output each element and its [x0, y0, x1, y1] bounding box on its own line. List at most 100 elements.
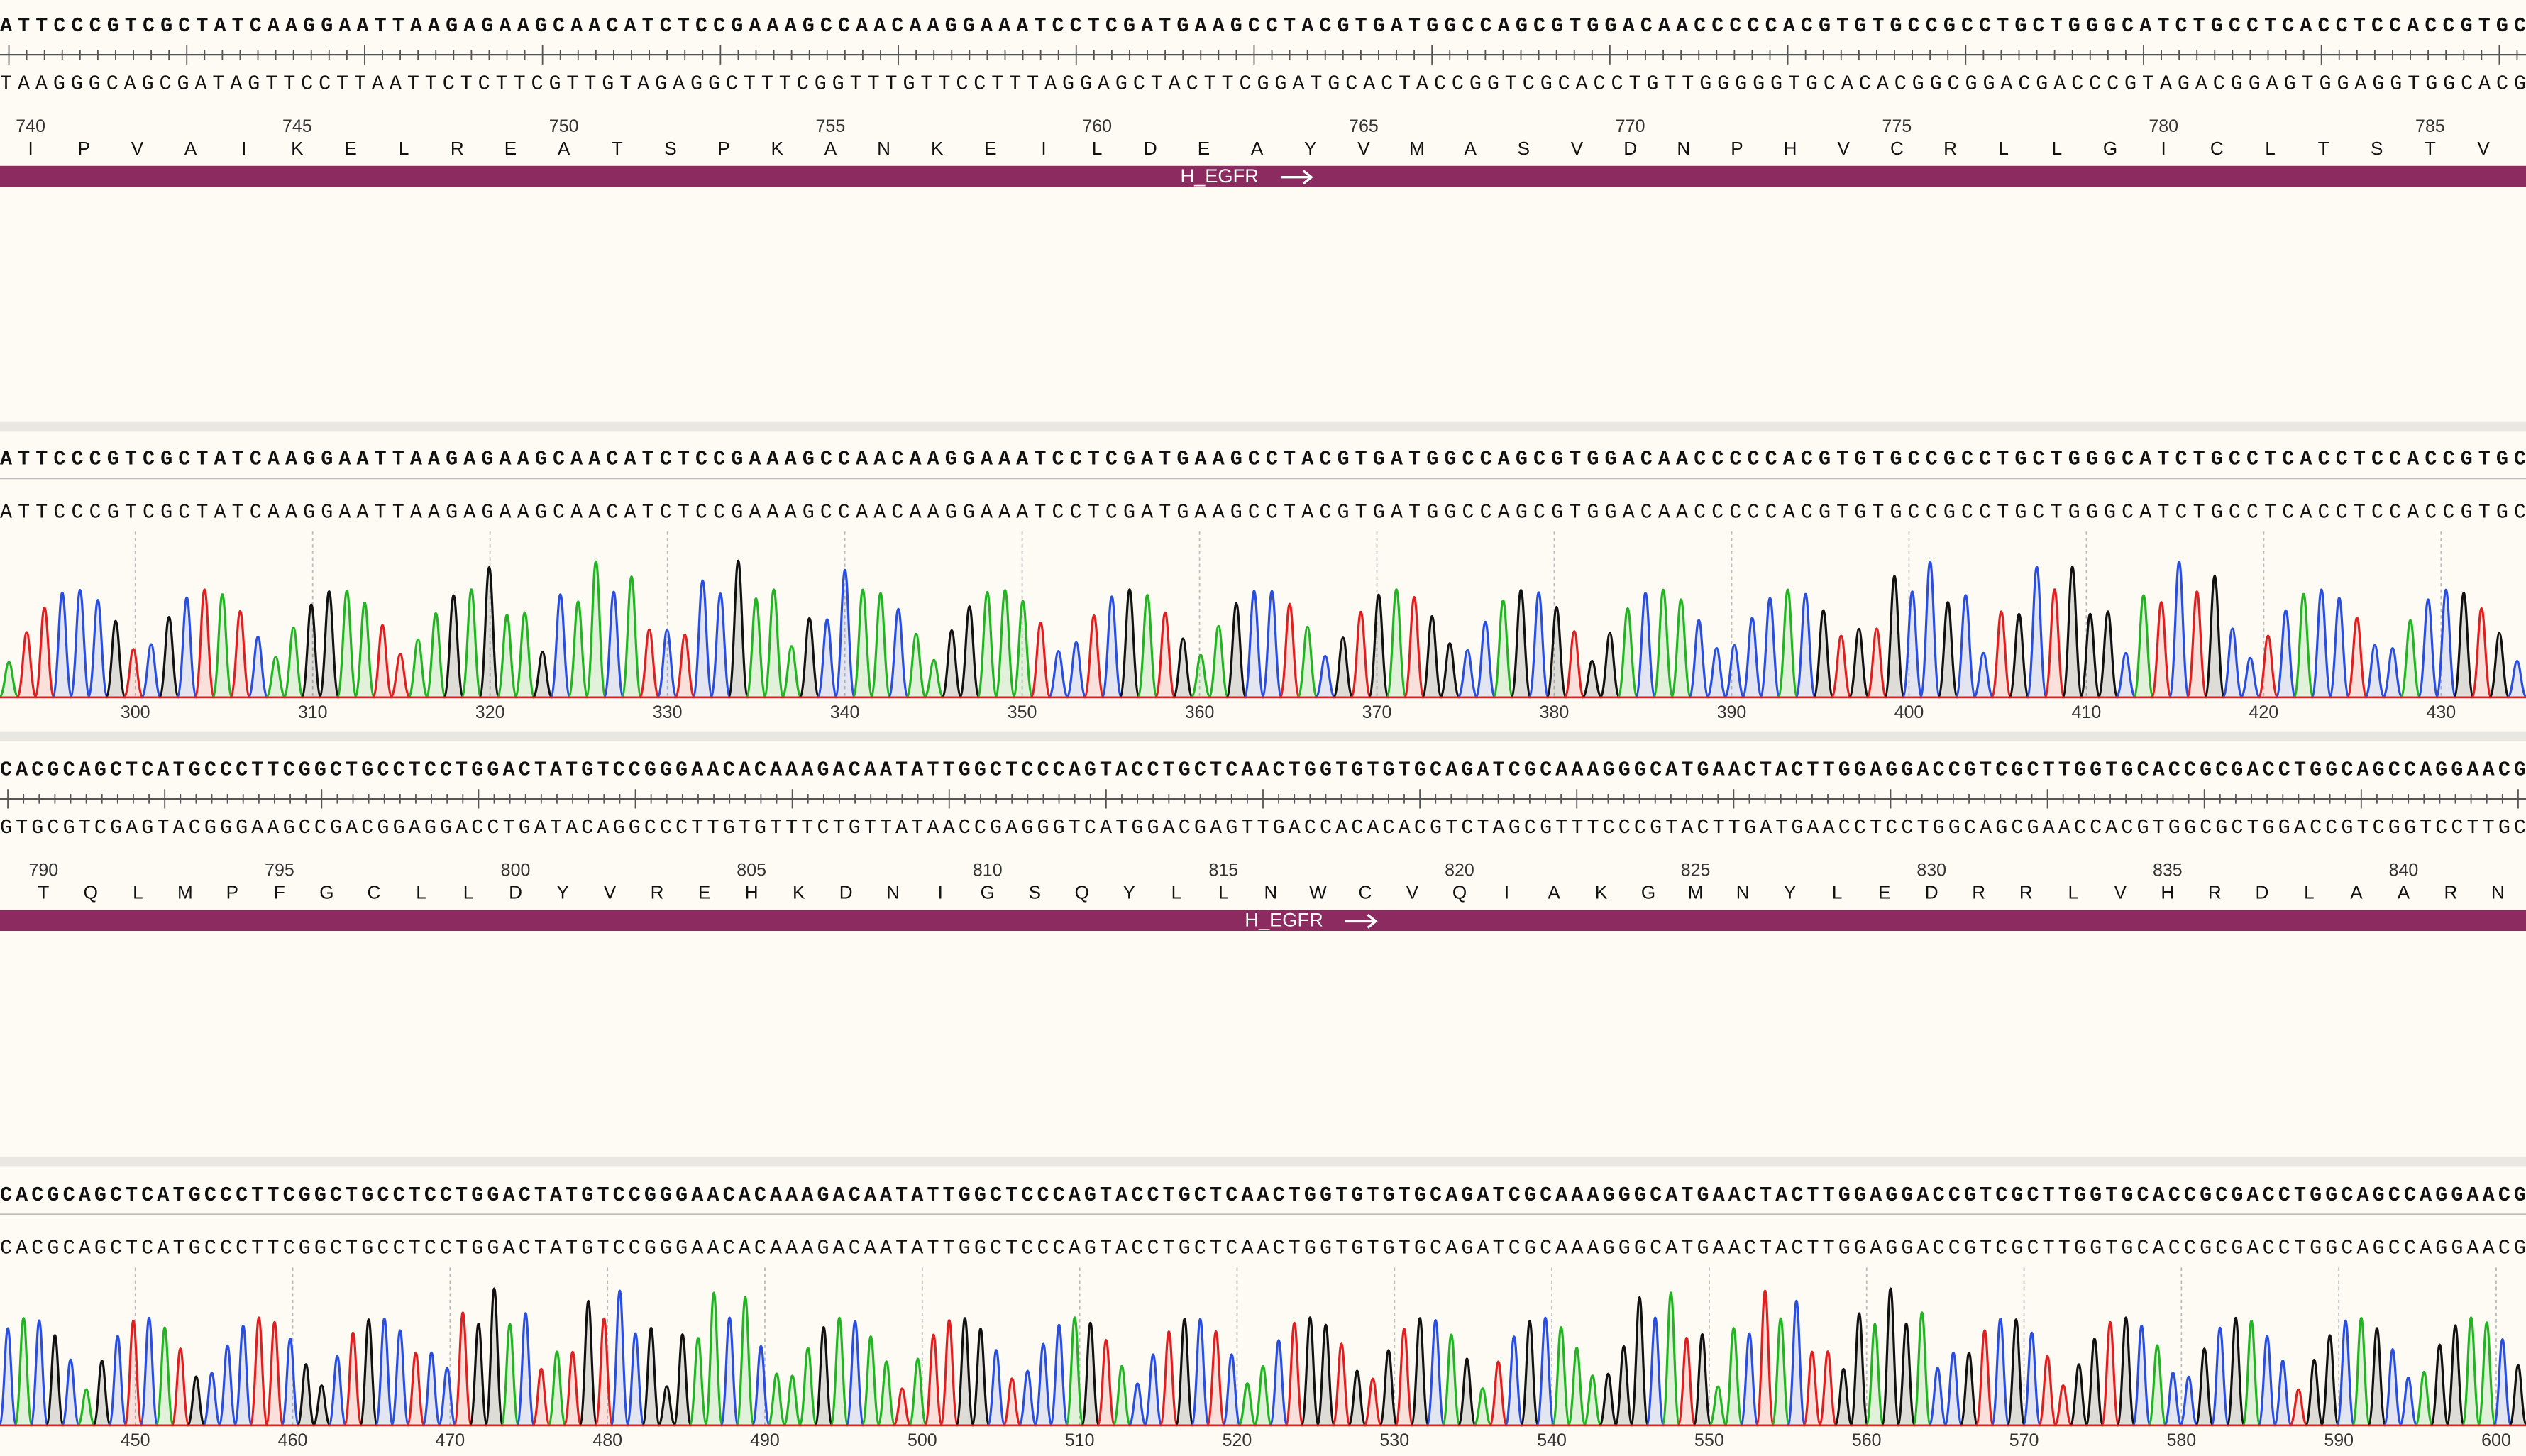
trace-position: 300	[121, 702, 150, 722]
trace-peak	[389, 653, 412, 699]
trace-peak	[358, 1318, 379, 1427]
trace-position: 570	[2009, 1430, 2039, 1450]
amino-acid: I	[938, 882, 943, 903]
trace-peak	[2150, 601, 2173, 699]
trace-peak	[1833, 1367, 1853, 1427]
amino-acid: S	[2371, 138, 2383, 159]
trace-peak	[123, 1320, 143, 1427]
trace-peak	[1928, 1367, 1948, 1427]
position-number: 810	[973, 861, 1003, 881]
trace-peak	[1127, 1382, 1147, 1427]
amino-acid: T	[2425, 138, 2436, 159]
trace-position: 370	[1362, 702, 1392, 722]
trace-peak	[1237, 1382, 1257, 1427]
trace-position: 590	[2324, 1430, 2354, 1450]
trace-peak	[1567, 1346, 1587, 1427]
trace-peak	[798, 1346, 818, 1427]
trace-peak	[2320, 1334, 2340, 1427]
trace-peak	[1616, 607, 1639, 699]
trace-peak	[1096, 1339, 1116, 1427]
amino-acid: L	[1832, 882, 1843, 903]
trace-peak	[170, 1347, 191, 1427]
trace-peak	[2452, 592, 2475, 699]
amino-acid: D	[1144, 138, 1157, 159]
trace-peak	[1645, 1316, 1665, 1427]
trace-peak	[1759, 597, 1781, 699]
trace-peak	[1083, 614, 1105, 699]
trace-peak	[1582, 1374, 1603, 1427]
amino-acid: F	[274, 882, 285, 903]
trace-peak	[1770, 1317, 1791, 1427]
trace-peak	[158, 615, 180, 699]
amino-acid: H	[1784, 138, 1797, 159]
trace-peak	[2367, 1327, 2387, 1427]
amino-acid: I	[241, 138, 246, 159]
trace-peak	[2328, 597, 2351, 699]
trace-peak	[249, 1316, 269, 1427]
trace-peak	[1535, 1316, 1555, 1427]
trace-position: 530	[1379, 1430, 1409, 1450]
trace-peak	[845, 1320, 865, 1427]
trace-peak	[1959, 1351, 1979, 1427]
trace-peak	[2178, 1375, 2199, 1427]
trace-peak	[1474, 620, 1496, 699]
amino-acid: N	[877, 138, 890, 159]
trace-peak	[2293, 592, 2315, 699]
trace-position: 400	[1894, 702, 1924, 722]
trace-peak	[958, 605, 981, 699]
trace-peak	[2461, 1316, 2481, 1427]
trace-peak	[1159, 1330, 1179, 1427]
amino-acid: I	[1041, 138, 1046, 159]
amino-acid: L	[2304, 882, 2315, 903]
amino-acid: M	[1409, 138, 1425, 159]
trace-peak	[193, 588, 216, 699]
trace-peak	[318, 590, 341, 699]
trace-peak	[1047, 650, 1070, 699]
trace-peak	[2417, 598, 2439, 699]
trace-peak	[1504, 1335, 1524, 1427]
trace-peak	[563, 1350, 583, 1427]
trace-peak	[2476, 1321, 2497, 1427]
amino-acid: G	[981, 882, 995, 903]
amino-acid: P	[78, 138, 90, 159]
trace-peak	[625, 1332, 646, 1427]
trace-peak	[406, 1351, 426, 1427]
trace-peak	[1456, 649, 1479, 699]
trace-peak	[585, 560, 607, 699]
trace-peak	[478, 566, 500, 699]
amino-acid: N	[1677, 138, 1690, 159]
position-number: 750	[549, 116, 579, 136]
trace-position: 470	[436, 1430, 465, 1450]
trace-peak	[1936, 601, 1959, 699]
trace-peak	[1438, 642, 1461, 699]
trace-peak	[2257, 1335, 2277, 1427]
trace-peak	[484, 1287, 504, 1427]
trace-peak	[1279, 602, 1301, 699]
trace-peak	[1634, 592, 1657, 699]
trace-peak	[709, 592, 732, 699]
trace-peak	[1049, 1323, 1069, 1427]
trace-peak	[657, 1385, 677, 1427]
trace-peak	[1253, 1364, 1273, 1427]
amino-acid: K	[771, 138, 784, 159]
position-number: 825	[1681, 861, 1711, 881]
trace-position: 390	[1717, 702, 1747, 722]
trace-peak	[2488, 632, 2510, 699]
trace-peak	[1975, 1329, 1995, 1427]
amino-acid: E	[698, 882, 710, 903]
separator	[0, 731, 2526, 741]
trace-position: 510	[1065, 1430, 1095, 1450]
amino-acid: R	[2019, 882, 2033, 903]
trace-peak	[1296, 625, 1319, 699]
trace-peak	[876, 1360, 897, 1427]
trace-peak	[2006, 1318, 2026, 1427]
amino-acid: S	[1518, 138, 1530, 159]
amino-acid: C	[368, 882, 381, 903]
trace-peak	[1581, 659, 1604, 699]
amino-acid: R	[451, 138, 464, 159]
trace-peak	[1787, 1299, 1807, 1427]
trace-peak	[1425, 1319, 1445, 1427]
trace-peak	[1314, 654, 1337, 699]
amino-acid: A	[824, 138, 837, 159]
